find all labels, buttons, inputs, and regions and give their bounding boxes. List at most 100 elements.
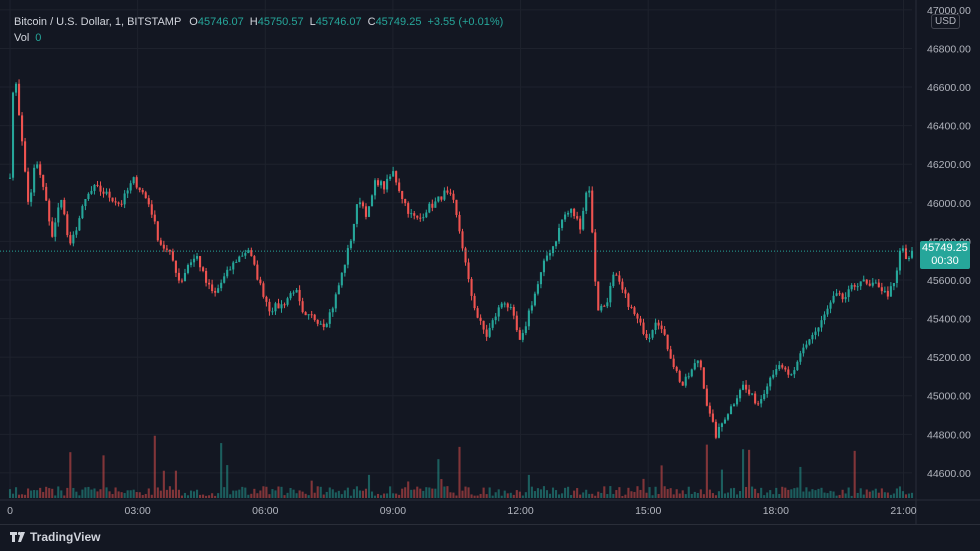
volume-bar [307, 495, 310, 498]
volume-bar [301, 491, 304, 498]
volume-bar [407, 481, 410, 498]
candle-body [373, 180, 377, 196]
candle-body [407, 203, 410, 214]
candle-body [802, 347, 805, 354]
candle-body [75, 230, 78, 235]
open-label: O [189, 16, 198, 28]
candle-body [772, 374, 775, 378]
candle-body [171, 251, 174, 261]
y-axis[interactable]: 47000.00 46800.00 46600.00 46400.00 46200.00… [915, 0, 971, 524]
symbol-title[interactable]: Bitcoin / U.S. Dollar, 1, BITSTAMP [14, 16, 182, 28]
volume-bar [883, 492, 886, 498]
volume-bar [868, 491, 871, 498]
volume-bar [90, 489, 93, 498]
candle-body [509, 306, 512, 308]
volume-bar [186, 495, 190, 498]
candle-body [865, 279, 868, 284]
candle-body [669, 349, 672, 359]
currency-badge[interactable]: USD [931, 14, 961, 29]
candle-body [690, 369, 693, 377]
volume-bar [536, 488, 539, 498]
candle-body [376, 180, 380, 186]
candle-body [48, 200, 51, 222]
candle-body [892, 282, 895, 287]
candle-body [165, 248, 168, 250]
volume-bar [352, 489, 355, 498]
candle-body [784, 367, 787, 370]
volume-bar [488, 487, 491, 498]
volume-bar [769, 490, 772, 498]
candle-body [27, 171, 30, 202]
volume-bar [790, 489, 793, 498]
candle-body [545, 255, 549, 261]
candle-body [262, 283, 265, 297]
volume-bar [102, 455, 105, 498]
candle-body [630, 306, 633, 308]
candle-body [340, 272, 343, 286]
volume-label[interactable]: Vol [14, 32, 30, 44]
volume-bar [322, 494, 325, 498]
candle-body [8, 177, 12, 179]
candle-body [745, 384, 748, 390]
volume-bar [594, 495, 597, 498]
candle-body [17, 83, 21, 116]
candle-body [383, 181, 386, 190]
volume-bar [51, 488, 54, 498]
volume-bar [202, 494, 205, 498]
candle-body [63, 199, 66, 215]
candle-body [841, 293, 844, 300]
candle-body [570, 208, 573, 213]
candle-body [654, 322, 657, 331]
volume-bar [775, 487, 778, 498]
x-axis[interactable]: 0 03:00 06:00 09:00 12:00 15:00 18:00 21:00 [0, 499, 980, 517]
candle-body [817, 327, 820, 332]
candle-body [735, 398, 739, 405]
volume-bar [877, 492, 880, 498]
volume-bar [87, 486, 90, 498]
candle-body [594, 232, 597, 282]
volume-bar [126, 490, 129, 498]
volume-bar [446, 486, 449, 498]
candle-body [220, 282, 223, 289]
candle-body [868, 283, 871, 286]
candle-body [123, 193, 126, 205]
volume-bar [141, 495, 144, 498]
candle-body [901, 248, 905, 251]
volume-bar [745, 486, 748, 498]
candle-body [738, 389, 742, 399]
tradingview-brand[interactable]: TradingView [10, 530, 100, 544]
candle-body [304, 312, 307, 316]
volume-bar [419, 488, 422, 498]
candle-body [452, 193, 455, 200]
candle-body [889, 286, 892, 297]
volume-bar [467, 487, 470, 498]
volume-bar [183, 492, 187, 498]
candle-body [259, 279, 262, 284]
candle-body [310, 314, 313, 316]
candle-body [557, 227, 561, 242]
volume-bar [398, 494, 401, 498]
candle-body [434, 201, 437, 208]
candle-body [533, 293, 536, 306]
candle-body [298, 289, 301, 302]
candle-body [117, 202, 120, 204]
volume-bar [778, 494, 781, 498]
volume-bar [404, 487, 407, 498]
volume-bar [832, 491, 835, 498]
volume-bar [660, 465, 663, 498]
candle-body [274, 303, 277, 312]
high-value: 45750.57 [257, 16, 304, 28]
volume-bar [892, 493, 895, 498]
volume-bar [367, 474, 371, 498]
volume-bar [663, 486, 666, 498]
volume-bar [389, 486, 392, 498]
candle-body [395, 171, 398, 183]
volume-bar [45, 486, 48, 498]
volume-bar [174, 470, 177, 498]
candle-body [199, 256, 202, 268]
candle-body [778, 365, 781, 370]
volume-bar [567, 486, 570, 498]
candle-body [518, 330, 521, 340]
x-tick-label: 12:00 [507, 505, 533, 517]
